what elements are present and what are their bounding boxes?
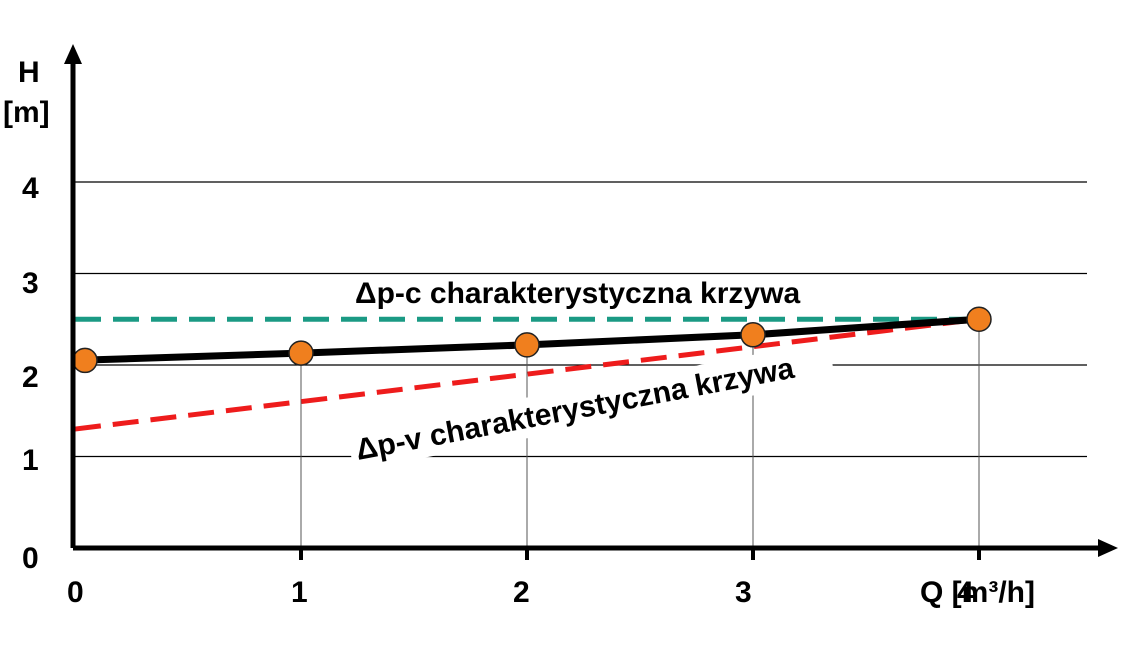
y-axis-arrow	[64, 44, 82, 64]
y-tick-label-3: 3	[22, 267, 39, 300]
data-point-2	[514, 332, 540, 358]
x-tick-label-2: 2	[513, 576, 530, 609]
y-axis-unit: [m]	[3, 96, 50, 129]
y-tick-label-2: 2	[22, 361, 39, 394]
tick-labels: 0 1 2 3 4 0 1 2 3 4	[22, 172, 974, 609]
data-markers	[72, 306, 992, 374]
y-tick-label-1: 1	[22, 444, 39, 477]
x-axis-title: Q [m³/h]	[920, 576, 1035, 609]
x-tick-label-3: 3	[735, 576, 752, 609]
data-point-3	[740, 322, 766, 348]
x-tick-label-0: 0	[67, 576, 84, 609]
x-tick-label-4: 4	[957, 576, 974, 609]
y-tick-label-0: 0	[22, 542, 39, 575]
grid-lines	[75, 181, 1087, 458]
dpc-label: Δp-c charakterystyczna krzywa	[355, 277, 800, 310]
y-axis-title: H	[18, 56, 40, 89]
dpv-label-background	[346, 340, 836, 471]
axis-ticks	[299, 548, 981, 560]
dpv-label-group: Δp-v charakterystyczna krzywa	[346, 340, 836, 471]
data-point-4	[966, 306, 992, 332]
x-axis-arrow	[1098, 539, 1118, 557]
y-tick-label-4: 4	[22, 172, 39, 205]
data-point-1	[288, 340, 314, 366]
x-tick-label-1: 1	[291, 576, 308, 609]
data-point-0	[72, 347, 98, 374]
